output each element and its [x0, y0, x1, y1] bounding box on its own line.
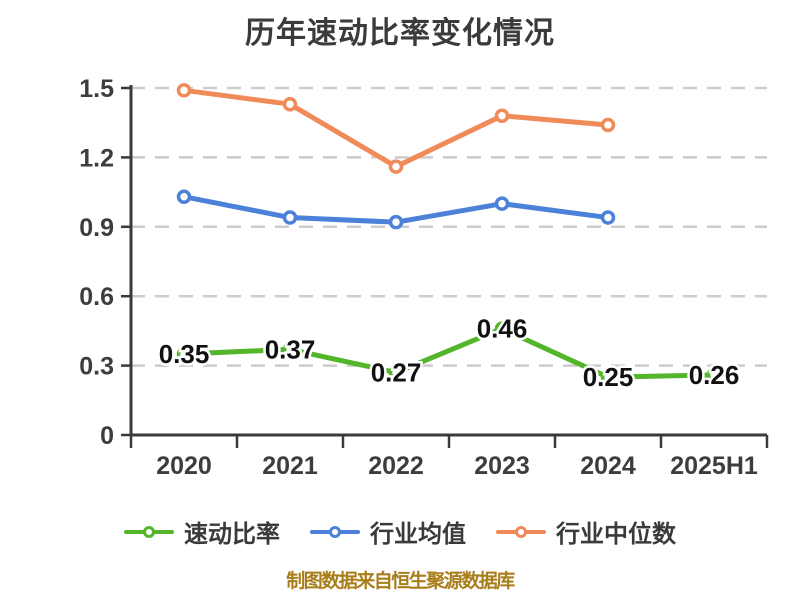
series-point	[176, 346, 192, 362]
series-point	[388, 159, 404, 174]
y-axis-label: 0	[100, 422, 114, 450]
y-axis-label: 0.3	[79, 353, 114, 381]
x-axis-label: 2025H1	[670, 452, 758, 480]
data-point-label: 0.26	[689, 360, 740, 390]
legend-label: 行业均值	[370, 521, 466, 548]
y-axis-label: 1.2	[79, 144, 114, 172]
series-point	[388, 365, 404, 380]
data-point-label: 0.46	[477, 314, 528, 344]
data-point-label: 0.25	[583, 362, 634, 392]
series-point	[494, 108, 510, 124]
legend-item-行业均值[interactable]: 行业均值	[310, 514, 466, 549]
x-axis-label: 2022	[368, 452, 424, 480]
data-point-label: 0.37	[265, 334, 316, 364]
y-axis-label: 0.6	[79, 283, 114, 311]
legend-item-行业中位数[interactable]: 行业中位数	[496, 514, 676, 549]
series-point	[600, 117, 616, 133]
y-axis-label: 0.9	[79, 214, 114, 242]
legend-line-dot-icon	[496, 522, 546, 542]
data-point-label: 0.27	[371, 358, 422, 388]
series-point	[282, 210, 298, 225]
chart-title: 历年速动比率变化情况	[245, 17, 555, 50]
legend-label: 行业中位数	[556, 521, 676, 548]
series-point	[494, 196, 510, 211]
data-point-label: 0.35	[159, 339, 210, 369]
x-axis-label: 2024	[580, 452, 636, 480]
data-source-note: 制图数据来自恒生聚源数据库	[286, 571, 515, 592]
legend-line-dot-icon	[310, 522, 360, 542]
series-point	[494, 321, 510, 336]
series-line-速动比率	[181, 326, 717, 380]
series-point	[600, 369, 616, 385]
series-line-行业中位数	[181, 87, 611, 170]
x-axis-label: 2020	[156, 452, 212, 480]
series-point	[282, 96, 298, 112]
series-point	[282, 342, 298, 357]
chart-legend: 速动比率 行业均值 行业中位数	[0, 514, 800, 549]
x-axis-label: 2021	[262, 452, 318, 480]
series-point	[176, 189, 192, 204]
series-point	[706, 367, 722, 383]
legend-item-速动比率[interactable]: 速动比率	[124, 514, 280, 549]
series-point	[388, 214, 404, 230]
legend-label: 速动比率	[184, 521, 280, 548]
y-axis-label: 1.5	[79, 75, 114, 103]
series-point	[176, 83, 192, 98]
series-point	[600, 210, 616, 225]
legend-line-dot-icon	[124, 522, 174, 542]
x-axis-label: 2023	[474, 452, 530, 480]
